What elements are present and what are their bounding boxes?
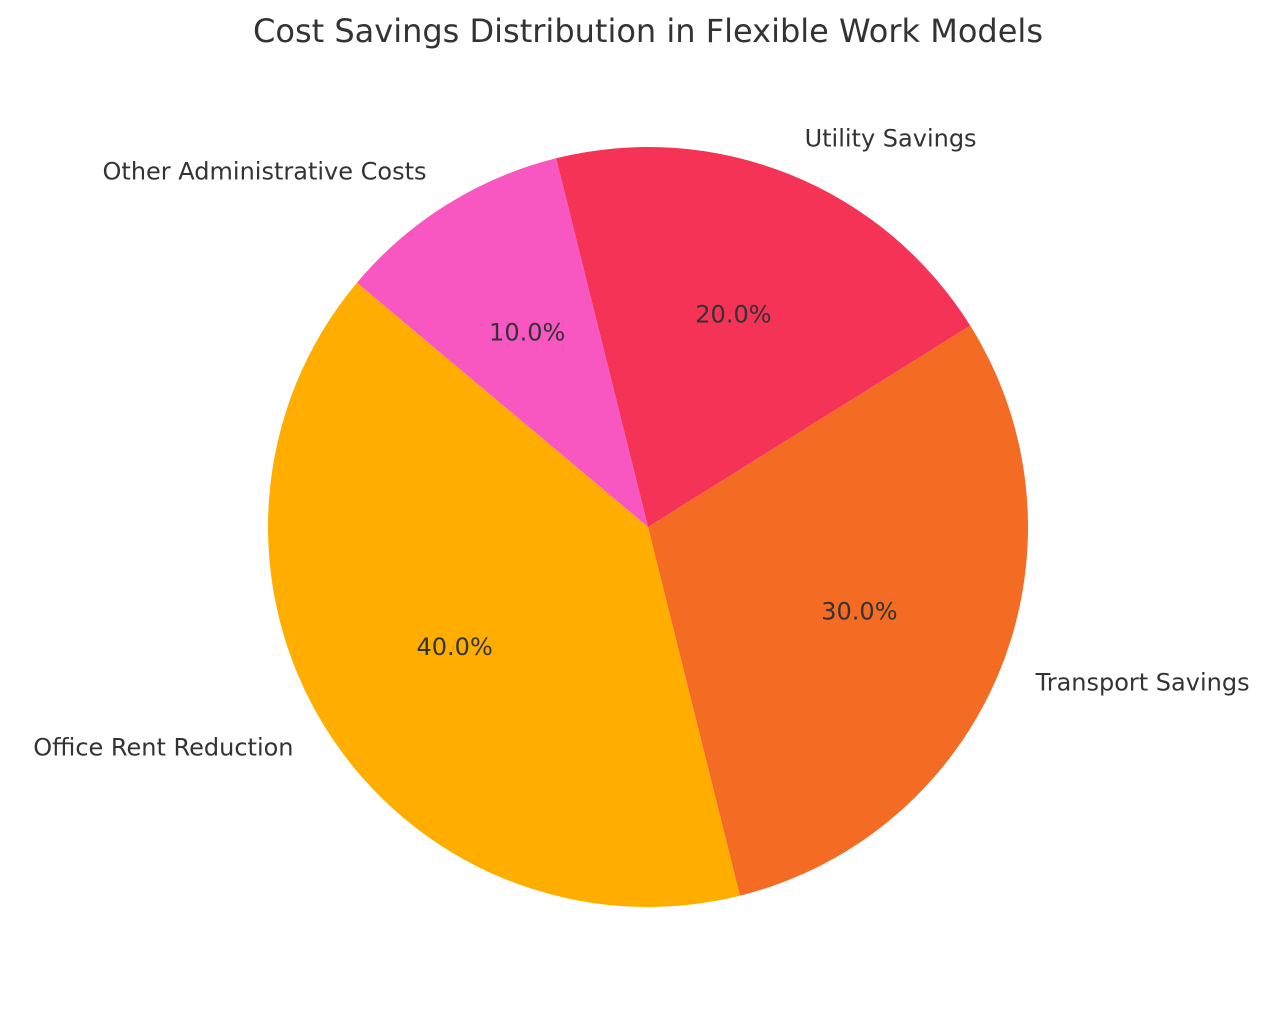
pie-slice-utility-savings bbox=[556, 147, 971, 527]
pie-category-label: Office Rent Reduction bbox=[33, 734, 293, 762]
pie-percent-label: 20.0% bbox=[695, 301, 771, 329]
pie-slice-other-administrative-costs bbox=[356, 158, 648, 527]
pie-percent-label: 40.0% bbox=[417, 633, 493, 661]
pie-percent-label: 10.0% bbox=[489, 319, 565, 347]
pie-slice-office-rent-reduction bbox=[268, 282, 740, 908]
pie-percent-label: 30.0% bbox=[821, 597, 897, 625]
pie-category-label: Transport Savings bbox=[1035, 669, 1250, 697]
pie-category-label: Utility Savings bbox=[805, 124, 977, 152]
chart-title: Cost Savings Distribution in Flexible Wo… bbox=[253, 12, 1043, 50]
pie-slices bbox=[268, 147, 1029, 908]
pie-labels: 40.0% Office Rent Reduction 30.0% Transport… bbox=[33, 124, 1249, 761]
pie-category-label: Other Administrative Costs bbox=[103, 158, 427, 186]
pie-slice-transport-savings bbox=[648, 325, 1029, 896]
